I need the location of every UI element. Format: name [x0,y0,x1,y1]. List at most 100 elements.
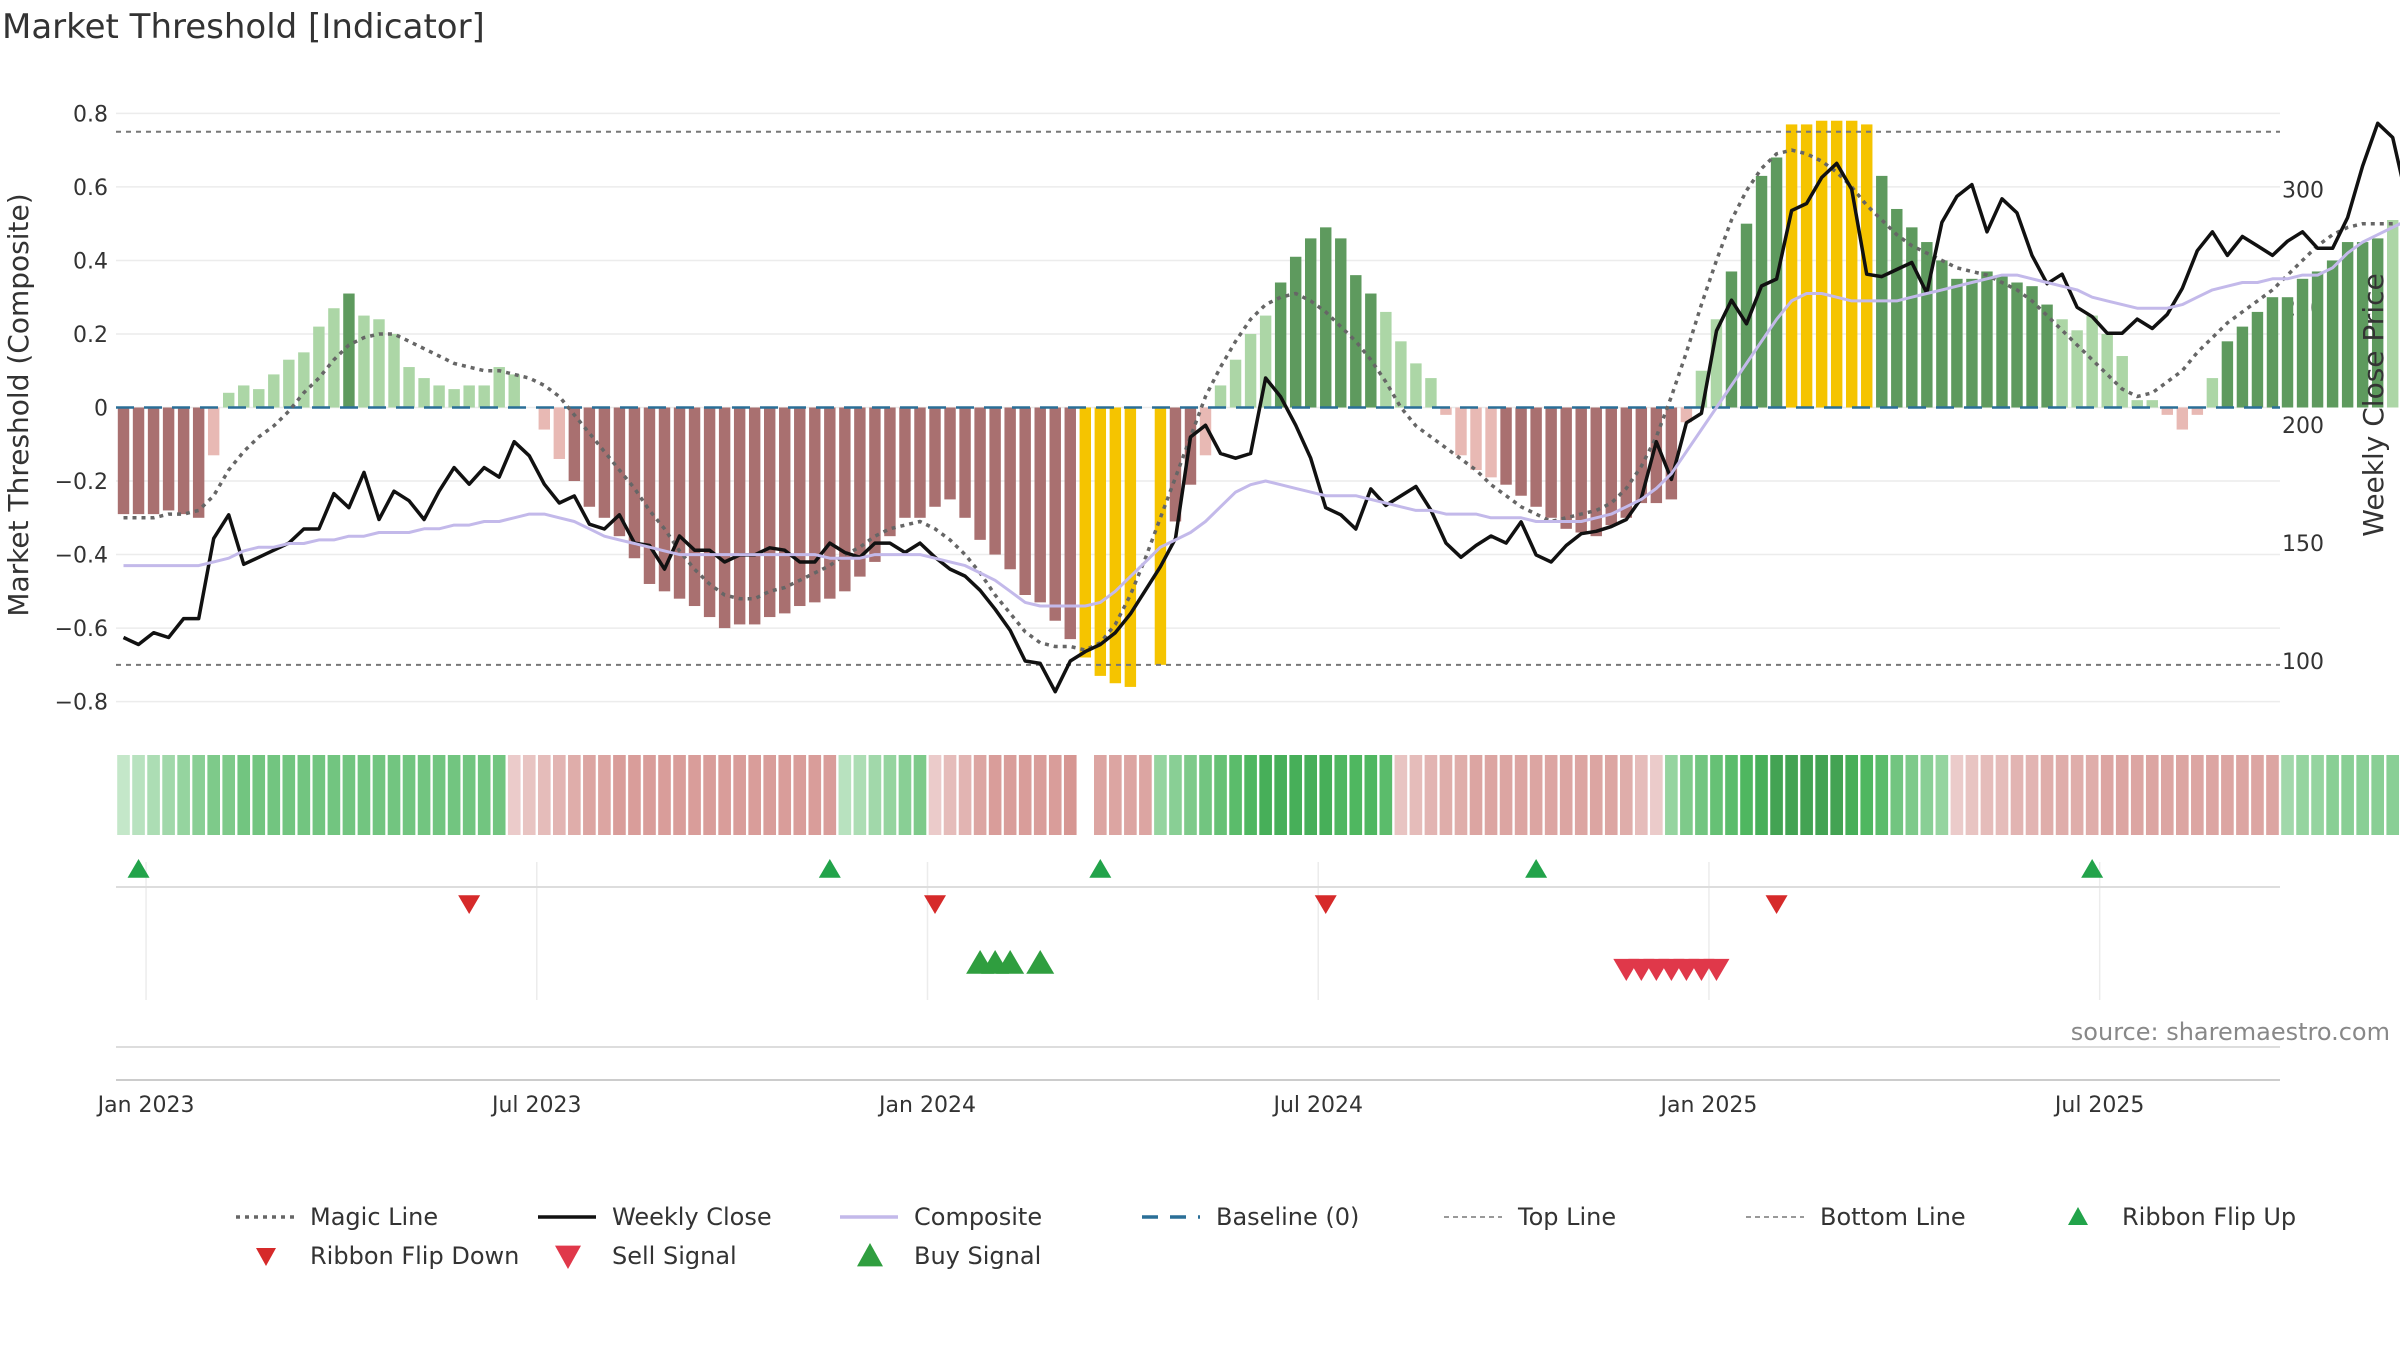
threshold-bar [673,407,686,599]
ribbon-cell [1048,755,1062,835]
threshold-bar [2131,400,2143,408]
threshold-bar [403,367,415,408]
ribbon-cell [162,755,175,835]
threshold-bar [2296,278,2309,408]
threshold-bar [358,315,370,408]
threshold-bar [944,407,956,500]
ribbon-cell [117,755,130,835]
threshold-bar [1380,311,1392,408]
ribbon-cell [522,755,536,835]
threshold-bar [1951,278,1963,408]
threshold-bar [1845,120,1858,408]
threshold-bar [418,378,430,408]
ribbon-cell [492,755,506,835]
ribbon-flip-up-marker [2081,859,2104,878]
ribbon-cell [2281,755,2294,835]
y-axis-right: 300250200150100 [2282,178,2324,675]
ribbon-cell [252,755,266,835]
source-note: source: sharemaestro.com [2071,1018,2390,1046]
ribbon-cell [1800,755,1813,835]
ribbon-cell [2386,755,2400,835]
threshold-bar [1815,120,1828,408]
ribbon-cell [898,755,912,835]
ribbon-cell [2160,755,2174,835]
ribbon-cell [1710,755,1723,835]
ribbon-flip-up-marker [818,859,841,878]
ribbon-flip-up-marker [127,859,150,878]
threshold-bar [478,385,490,408]
ribbon-cell [1063,755,1077,835]
ribbon-cell [2176,755,2189,835]
threshold-bar [658,407,671,592]
ribbon-cell [372,755,386,835]
threshold-bar [2176,407,2189,430]
ribbon-cell [1334,755,1348,835]
ribbon-cell [1109,755,1122,835]
ribbon-cell [237,755,251,835]
ribbon-cell [2341,755,2354,835]
x-tick-label: Jan 2023 [96,1093,195,1118]
ribbon-cell [1349,755,1363,835]
ribbon-cell [1770,755,1783,835]
ribbon-cell [973,755,987,835]
ribbon-cell [2191,755,2204,835]
ribbon-cell [613,755,626,835]
ribbon-flip-down-marker [458,895,481,914]
ribbon-cell [1274,755,1287,835]
threshold-bar [253,389,265,408]
ribbon-cell [1635,755,1648,835]
threshold-bar [147,407,160,515]
ribbon-cell [1680,755,1693,835]
threshold-bar [2356,242,2369,408]
ribbon-cell [1364,755,1378,835]
legend-label: Magic Line [310,1203,438,1231]
y-tick-label: −0.4 [55,544,108,569]
ribbon-cell [598,755,611,835]
ribbon-cell [1304,755,1318,835]
ribbon-cell [673,755,686,835]
buy-signal-marker [1026,950,1055,974]
ribbon-cell [823,755,837,835]
threshold-bar [2086,315,2098,408]
ribbon-cell [387,755,401,835]
ribbon-cell [1860,755,1874,835]
ribbon-cell [1139,755,1152,835]
ribbon-cell [2115,755,2129,835]
threshold-bar [1605,407,1617,526]
threshold-bar [1199,407,1212,456]
threshold-bar [2266,297,2279,408]
ribbon-cell [282,755,296,835]
ribbon-cell [1469,755,1483,835]
ribbon-cell [1559,755,1573,835]
threshold-bar [177,407,190,515]
ribbon-cell [1514,755,1528,835]
ribbon-cell [1619,755,1633,835]
ribbon-cell [432,755,446,835]
ribbon-cell [1920,755,1934,835]
x-tick-label: Jul 2024 [1271,1093,1363,1118]
threshold-bar [222,392,235,408]
threshold-bar [207,407,220,456]
ribbon-cell [1755,755,1768,835]
threshold-bar [1049,407,1061,621]
threshold-bar [2071,330,2083,408]
ribbon-cell [447,755,461,835]
ribbon-cell [1244,755,1257,835]
threshold-bar [1425,378,1437,408]
reference-lines [116,130,2280,666]
threshold-bar [2026,286,2038,408]
threshold-bar [538,407,551,430]
ribbon-cell [477,755,491,835]
threshold-bar [1094,407,1107,676]
ribbon-cell [1229,755,1242,835]
legend-label: Buy Signal [914,1242,1041,1270]
threshold-bar [1560,407,1572,529]
threshold-bar [2101,333,2113,408]
series-line-magic-line [123,148,2393,652]
threshold-bar [1440,407,1452,415]
threshold-bar [1395,341,1407,408]
threshold-bar [2386,220,2399,408]
threshold-bar [794,407,806,607]
threshold-bar [1635,407,1648,504]
